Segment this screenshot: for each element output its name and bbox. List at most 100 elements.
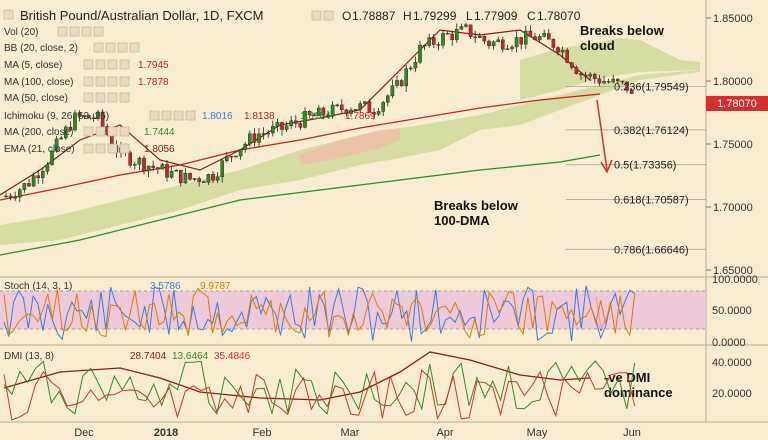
candle-body — [142, 157, 146, 172]
legend-bb-label: BB (20, close, 2) — [4, 43, 78, 54]
legend-ma100-icons[interactable] — [83, 76, 130, 87]
candle-body — [59, 137, 63, 140]
candle-body — [280, 122, 284, 130]
candle-body — [395, 80, 399, 86]
price-tick-label: 1.80000 — [713, 76, 753, 88]
candle-body — [363, 101, 367, 104]
candle-body — [128, 152, 133, 166]
ohlc-l-value: 1.77909 — [474, 9, 518, 23]
legend-ichimoku-label: Ichimoku (9, 26, 52, 26) — [4, 111, 109, 122]
header: British Pound/Australian Dollar, 1D, FXC… — [3, 8, 581, 23]
dmi-adx-value: 28.7404 — [130, 351, 167, 362]
dmi-panel-bg — [0, 346, 706, 422]
candle-body — [353, 109, 358, 111]
dmi-plus-value: 13.6464 — [172, 351, 209, 362]
candle-body — [146, 165, 151, 172]
candle-body — [487, 40, 491, 47]
ichimoku-cloud-lower — [0, 70, 700, 245]
legend-ichimoku-icons[interactable] — [149, 110, 196, 121]
candle-body — [570, 62, 574, 68]
candle-body — [298, 123, 303, 128]
legend-ma200-icons[interactable] — [83, 126, 130, 137]
price-tick-label: 1.70000 — [713, 202, 753, 214]
dmi-plus-line — [3, 360, 636, 416]
candle-body — [464, 24, 468, 27]
candle-body — [266, 132, 271, 135]
dmi-minus-value: 35.4846 — [214, 351, 251, 362]
legend-ichimoku-span-b: 1.7869 — [345, 111, 376, 122]
price-tick-label: 1.75000 — [713, 139, 753, 151]
candle-body — [8, 195, 13, 198]
candle-body — [192, 178, 197, 180]
legend-ma100-label: MA (100, close) — [4, 77, 73, 88]
candle-body — [404, 68, 409, 87]
candle-body — [611, 78, 615, 83]
annotation-dma-line1: Breaks below — [434, 198, 519, 213]
header-settings-icon[interactable] — [311, 10, 322, 21]
candle-body — [478, 36, 482, 38]
candle-body — [514, 37, 519, 48]
time-tick-apr: Apr — [436, 427, 453, 439]
candle-body — [197, 178, 202, 182]
candle-body — [459, 26, 464, 30]
candle-body — [211, 174, 215, 181]
legend-ema21-label: EMA (21, close) — [4, 144, 75, 155]
candle-body — [247, 133, 252, 145]
candle-body — [27, 183, 31, 187]
legend-ma50-label: MA (50, close) — [4, 93, 68, 104]
legend-ema21-icons[interactable] — [83, 143, 130, 154]
candle-body — [18, 189, 22, 198]
candle-body — [565, 49, 569, 63]
legend-ma5-icons[interactable] — [83, 59, 130, 70]
stoch-tick-0: 0.0000 — [712, 337, 746, 349]
candle-body — [160, 164, 165, 170]
candle-body — [597, 78, 602, 84]
time-tick-may: May — [527, 427, 548, 439]
candle-body — [275, 122, 280, 127]
candle-body — [4, 195, 8, 198]
dmi-tick-40: 40.0000 — [712, 357, 752, 369]
legend-ichimoku-span-a: 1.8184 — [300, 111, 331, 122]
candle-body — [422, 44, 427, 47]
candle-body — [381, 102, 386, 112]
candle-body — [340, 104, 344, 111]
candle-body — [206, 174, 211, 183]
candle-body — [36, 175, 40, 179]
candle-body — [22, 183, 27, 190]
candle-body — [450, 33, 455, 41]
ichimoku-cloud-upper — [520, 38, 700, 100]
candle-body — [579, 73, 583, 76]
candle-body — [215, 176, 220, 181]
candle-body — [602, 81, 606, 84]
candle-body — [63, 126, 68, 139]
candle-body — [588, 74, 592, 77]
candle-body — [96, 111, 100, 119]
candle-body — [151, 165, 156, 168]
candle-body — [358, 103, 363, 110]
legend-vol-icons[interactable] — [57, 26, 104, 37]
dmi-tick-20: 20.0000 — [712, 388, 752, 400]
candle-body — [13, 196, 18, 199]
stoch-d-line — [3, 287, 636, 339]
fib-label: 0.236(1.79549) — [614, 82, 689, 94]
candle-body — [257, 133, 261, 143]
legend-ma200-value: 1.7444 — [144, 127, 175, 138]
current-price-label: 1.78070 — [717, 98, 757, 110]
price-axis: 1.85000 1.80000 1.75000 1.70000 1.65000 — [706, 13, 753, 277]
axis-panel-bg — [706, 0, 768, 440]
dmi-minus-line — [3, 369, 636, 421]
legend-ma50-icons[interactable] — [83, 92, 130, 103]
candle-body — [77, 112, 82, 117]
candle-body — [367, 101, 372, 113]
legend-bb-icons[interactable] — [93, 42, 140, 53]
candle-body — [169, 170, 174, 178]
dmi-label: DMI (13, 8) — [4, 351, 54, 362]
header-title: British Pound/Australian Dollar, 1D, FXC… — [20, 8, 263, 23]
candle-body — [510, 46, 514, 49]
header-hide-icon[interactable] — [323, 10, 334, 21]
candle-body — [399, 80, 404, 87]
header-collapse-icon[interactable] — [3, 9, 14, 20]
candle-body — [68, 126, 73, 131]
candle-body — [583, 74, 588, 77]
